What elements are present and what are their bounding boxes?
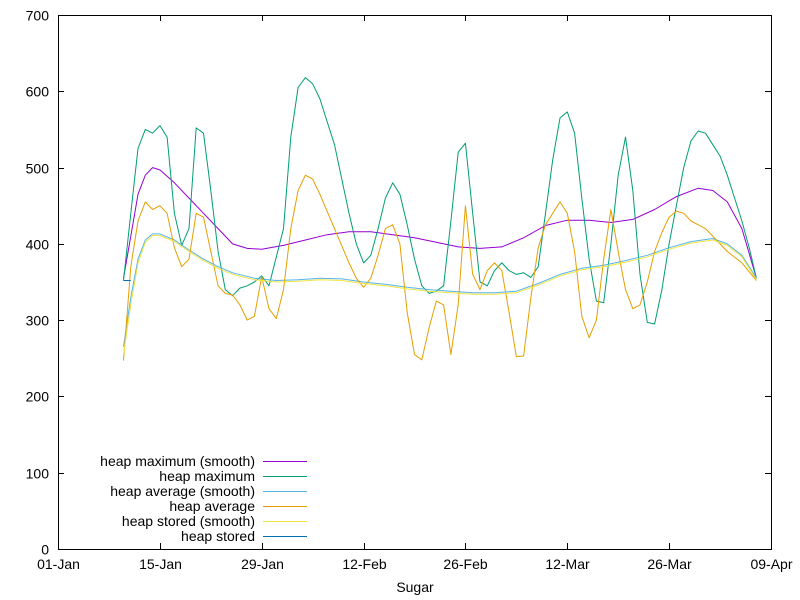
y-tick-label: 200 [26, 389, 50, 405]
y-tick-label: 700 [26, 8, 50, 24]
legend-label: heap maximum [159, 468, 255, 484]
y-tick-label: 0 [41, 542, 49, 558]
legend-label: heap average (smooth) [110, 483, 255, 499]
legend-label: heap stored (smooth) [122, 513, 255, 529]
x-tick-label: 01-Jan [37, 556, 80, 572]
x-tick-label: 29-Jan [241, 556, 284, 572]
legend-label: heap stored [181, 528, 255, 544]
y-tick-label: 300 [26, 313, 50, 329]
x-tick-label: 26-Mar [647, 556, 692, 572]
x-axis: 01-Jan 15-Jan 29-Jan 12-Feb 26-Feb 12-Mar 26-M… [37, 15, 793, 572]
x-axis-title: Sugar [396, 579, 434, 595]
y-tick-label: 600 [26, 84, 50, 100]
series-line-heap-average [123, 174, 757, 361]
x-tick-label: 26-Feb [443, 556, 488, 572]
x-tick-label: 12-Feb [342, 556, 387, 572]
y-tick-label: 100 [26, 466, 50, 482]
x-tick-label: 15-Jan [139, 556, 182, 572]
y-tick-label: 400 [26, 237, 50, 253]
plot-frame [58, 15, 772, 550]
x-tick-label: 09-Apr [750, 556, 792, 572]
y-axis: 0 100 200 300 400 500 600 700 [26, 8, 771, 558]
legend-label: heap maximum (smooth) [100, 453, 255, 469]
series-line-heap-stored-smooth [123, 235, 757, 355]
x-tick-label: 12-Mar [545, 556, 590, 572]
series-line-heap-average-smooth [123, 233, 757, 347]
series-line-heap-maximum [123, 77, 757, 325]
y-tick-label: 500 [26, 161, 50, 177]
legend-label: heap average [169, 498, 255, 514]
plot-lines [123, 77, 757, 361]
series-line-heap-maximum-smooth [123, 167, 757, 279]
